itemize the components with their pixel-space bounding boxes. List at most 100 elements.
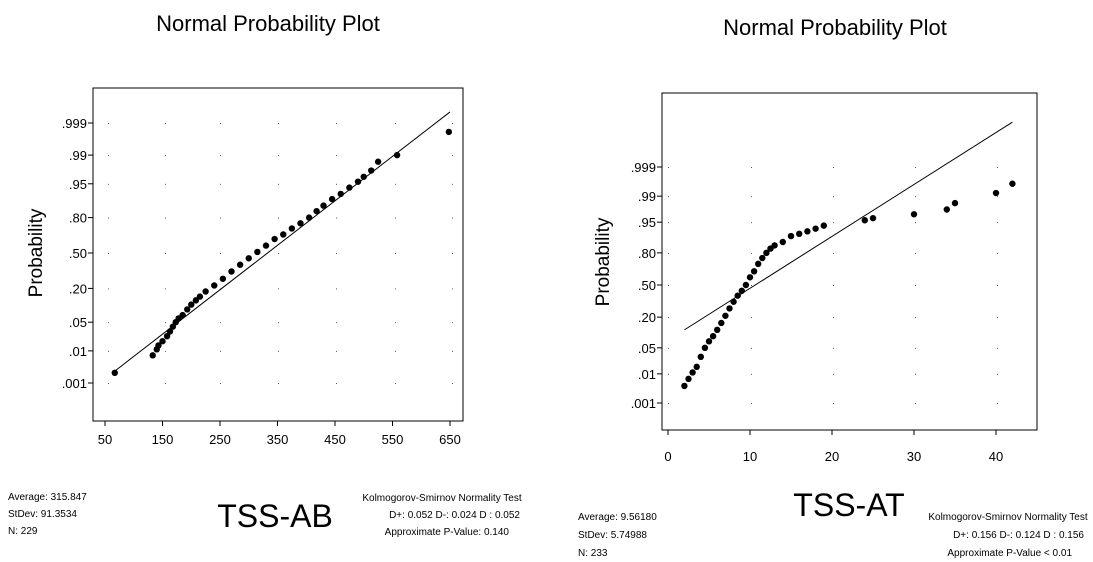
data-point bbox=[734, 292, 741, 299]
data-point bbox=[236, 261, 244, 268]
grid-dot bbox=[278, 217, 279, 219]
y-tick-label: .20 bbox=[69, 281, 87, 296]
grid-dot bbox=[395, 183, 396, 185]
data-point bbox=[163, 332, 171, 340]
x-tick-label: 550 bbox=[382, 432, 404, 447]
grid-dot bbox=[668, 317, 669, 319]
grid-dot bbox=[336, 253, 337, 254]
x-tick-label: 40 bbox=[989, 449, 1003, 464]
data-point bbox=[313, 207, 320, 215]
grid-dot bbox=[915, 403, 916, 404]
stats-stdev: StDev: 5.74988 bbox=[578, 530, 647, 541]
grid-dot bbox=[668, 167, 669, 168]
ks-test-values: D+: 0.156 D-: 0.124 D : 0.156 bbox=[953, 530, 1084, 541]
stats-average: Average: 315.847 bbox=[8, 492, 87, 503]
ks-test-pvalue: Approximate P-Value: 0.140 bbox=[385, 527, 510, 538]
data-point bbox=[861, 217, 868, 224]
data-point bbox=[202, 288, 209, 295]
y-tick-label: .001 bbox=[631, 396, 656, 411]
x-tick-label: 20 bbox=[825, 449, 839, 464]
data-point bbox=[192, 297, 200, 304]
x-tick-label: 50 bbox=[98, 432, 112, 447]
grid-dot bbox=[108, 217, 109, 219]
grid-dot bbox=[108, 322, 109, 324]
data-point bbox=[750, 268, 758, 275]
grid-dot bbox=[997, 347, 998, 349]
data-point bbox=[693, 363, 700, 371]
data-point bbox=[320, 202, 327, 209]
x-axis-label: TSS-AT bbox=[793, 487, 904, 523]
grid-dot bbox=[165, 123, 166, 124]
grid-dot bbox=[997, 167, 998, 168]
y-tick-label: .80 bbox=[638, 246, 656, 261]
grid-dot bbox=[165, 217, 166, 219]
data-point bbox=[288, 225, 296, 232]
plot-frame bbox=[92, 87, 464, 422]
data-point bbox=[149, 352, 156, 359]
data-point bbox=[196, 293, 204, 300]
grid-dot bbox=[997, 252, 998, 254]
grid-dot bbox=[915, 196, 916, 198]
grid-dot bbox=[278, 123, 279, 124]
grid-dot bbox=[108, 253, 109, 254]
grid-dot bbox=[165, 350, 166, 352]
grid-dot bbox=[751, 252, 752, 254]
y-tick-label: .01 bbox=[69, 344, 87, 359]
grid-dot bbox=[452, 383, 453, 384]
data-point bbox=[689, 369, 696, 376]
y-tick-label: .99 bbox=[638, 189, 656, 204]
data-point bbox=[779, 238, 786, 246]
data-point bbox=[943, 206, 950, 213]
data-point bbox=[305, 214, 313, 221]
left-chart: Normal Probability Plot Probability TSS-… bbox=[8, 11, 522, 538]
grid-dot bbox=[452, 217, 453, 219]
y-tick-label: .99 bbox=[69, 148, 87, 163]
grid-dot bbox=[915, 347, 916, 349]
x-tick-label: 250 bbox=[209, 432, 231, 447]
data-point bbox=[219, 275, 227, 282]
grid-dot bbox=[165, 253, 166, 254]
grid-dot bbox=[220, 383, 221, 384]
data-point bbox=[159, 338, 166, 345]
stats-n: N: 229 bbox=[8, 526, 38, 537]
grid-dot bbox=[395, 288, 396, 290]
grid-dot bbox=[220, 350, 221, 352]
grid-dot bbox=[668, 347, 669, 349]
data-point bbox=[726, 305, 733, 312]
grid-dot bbox=[751, 317, 752, 319]
grid-dot bbox=[833, 347, 834, 349]
grid-dot bbox=[336, 217, 337, 219]
data-point bbox=[820, 222, 827, 229]
chart-title: Normal Probability Plot bbox=[156, 11, 380, 36]
grid-dot bbox=[278, 155, 279, 157]
data-point bbox=[709, 332, 717, 340]
grid-dot bbox=[833, 252, 834, 254]
grid-dot bbox=[220, 322, 221, 324]
grid-dot bbox=[452, 322, 453, 324]
data-point bbox=[393, 151, 401, 159]
y-tick-label: .05 bbox=[638, 341, 656, 356]
y-tick-label: .20 bbox=[638, 310, 656, 325]
grid-dot bbox=[336, 123, 337, 124]
grid-dot bbox=[165, 322, 166, 324]
fit-line bbox=[114, 111, 451, 372]
grid-dot bbox=[108, 350, 109, 352]
grid-dot bbox=[915, 285, 916, 286]
grid-dot bbox=[220, 183, 221, 185]
grid-dot bbox=[452, 288, 453, 290]
data-point bbox=[374, 158, 382, 165]
grid-dot bbox=[833, 317, 834, 319]
grid-dot bbox=[336, 155, 337, 157]
grid-dot bbox=[668, 373, 669, 375]
x-tick-label: 650 bbox=[439, 432, 461, 447]
data-point bbox=[804, 228, 811, 235]
data-point bbox=[184, 306, 191, 313]
right-chart: Normal Probability Plot Probability TSS-… bbox=[578, 15, 1088, 559]
x-tick-label: 0 bbox=[664, 449, 671, 464]
grid-dot bbox=[833, 285, 834, 286]
grid-dot bbox=[452, 155, 453, 157]
grid-dot bbox=[668, 285, 669, 286]
grid-dot bbox=[278, 350, 279, 352]
grid-dot bbox=[751, 196, 752, 198]
grid-dot bbox=[997, 285, 998, 286]
